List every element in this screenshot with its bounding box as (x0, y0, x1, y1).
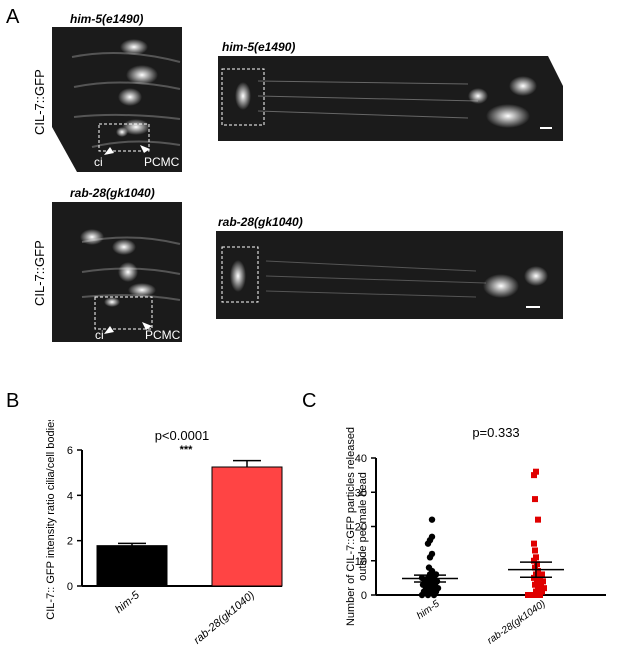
side-label-bottom: CIL-7::GFP (32, 240, 47, 306)
data-point-rab28 (525, 592, 531, 598)
micrograph-bottom-left: ci PCMC (52, 202, 182, 342)
top-right-genotype-label: him-5(e1490) (222, 40, 296, 54)
micrograph-top-left: ci PCMC (52, 27, 182, 172)
y-tick-label-b: 2 (67, 536, 73, 548)
x-category-label-c: him-5 (415, 598, 442, 622)
data-point-rab28 (534, 561, 540, 568)
panel-c-letter: C (302, 390, 317, 412)
data-point-him5 (424, 540, 432, 547)
data-point-him5 (428, 516, 436, 523)
y-tick-label-b: 0 (67, 581, 73, 593)
y-tick-label-c: 10 (355, 556, 367, 568)
y-axis-label-b: CIL-7:: GFP intensity ratio cilia/cell b… (45, 420, 57, 620)
panel-c-chart: 0 10 20 30 40 him-5 rab-28(gk1040) Number of CI… (345, 425, 606, 647)
x-category-label-b: rab-28(gk1040) (192, 589, 258, 647)
bottom-left-genotype-label: rab-28(gk1040) (70, 186, 155, 200)
data-point-rab28 (535, 568, 541, 575)
data-point-him5 (430, 591, 438, 599)
y-tick-label-b: 6 (67, 445, 73, 457)
data-point-rab28 (541, 585, 547, 592)
arrow-label-ci-bottom: ci (95, 328, 104, 342)
y-axis-label-c-line2: outside per male head (357, 472, 369, 581)
micrograph-top-right (218, 56, 563, 141)
bar-b (96, 545, 168, 587)
data-point-rab28 (531, 557, 537, 564)
x-category-label-b: him-5 (113, 589, 142, 616)
data-point-rab28 (532, 564, 538, 571)
data-point-rab28 (539, 588, 545, 595)
panel-b-letter: B (6, 390, 20, 412)
bottom-right-genotype-label: rab-28(gk1040) (218, 215, 303, 229)
panel-a-letter: A (6, 6, 20, 28)
y-tick-label-b: 4 (67, 490, 73, 502)
p-value-b: p<0.0001 (155, 428, 210, 443)
arrow-label-pcmc-bottom: PCMC (145, 328, 181, 342)
data-point-rab28 (537, 592, 543, 598)
data-point-rab28 (533, 468, 539, 475)
data-point-him5 (424, 591, 432, 599)
significance-b: *** (180, 444, 194, 456)
x-category-label-c: rab-28(gk1040) (485, 598, 547, 646)
top-left-genotype-label: him-5(e1490) (70, 12, 144, 26)
y-tick-label-c: 20 (355, 522, 367, 534)
y-tick-label-c: 30 (355, 487, 367, 499)
data-point-rab28 (531, 540, 537, 547)
data-point-rab28 (533, 588, 539, 595)
micrograph-bottom-right (216, 231, 563, 319)
data-point-rab28 (538, 581, 544, 588)
data-point-rab28 (532, 496, 538, 503)
data-point-rab28 (535, 516, 541, 523)
data-point-rab28 (531, 472, 537, 479)
data-point-rab28 (532, 581, 538, 588)
data-point-rab28 (539, 571, 545, 578)
data-point-rab28 (532, 547, 538, 554)
arrow-label-pcmc-top: PCMC (144, 155, 180, 169)
y-axis-label-c: Number of CIL-7::GFP particles released (345, 427, 357, 626)
data-point-rab28 (540, 578, 546, 585)
y-tick-label-c: 0 (361, 590, 367, 602)
data-point-rab28 (534, 578, 540, 585)
p-value-c: p=0.333 (472, 425, 519, 440)
data-point-him5 (418, 591, 426, 599)
y-tick-label-c: 40 (355, 453, 367, 465)
bar-b (211, 466, 283, 587)
data-point-rab28 (533, 554, 539, 561)
data-point-rab28 (531, 592, 537, 598)
side-label-top: CIL-7::GFP (32, 69, 47, 135)
data-point-him5 (426, 554, 434, 561)
data-point-rab28 (535, 585, 541, 592)
arrow-label-ci-top: ci (94, 155, 103, 169)
